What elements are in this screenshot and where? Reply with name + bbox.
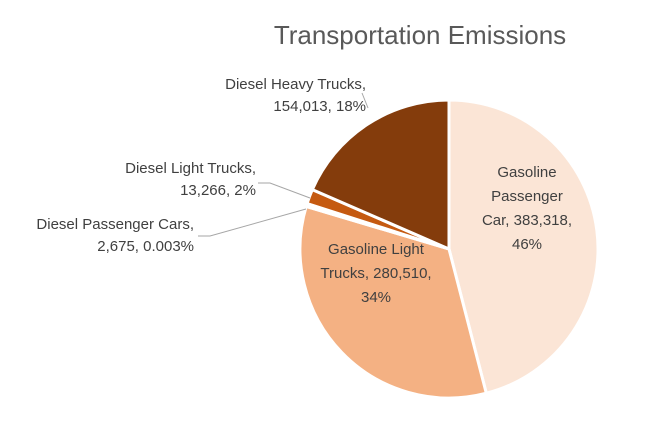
chart-title: Transportation Emissions — [273, 20, 567, 50]
data-label-line: 46% — [512, 236, 542, 253]
leader-line-diesel-light-trucks — [258, 182, 311, 199]
data-label-line: Car, 383,318, — [482, 212, 572, 229]
data-label-gasoline-passenger-car: Gasoline Passenger Car, 383,318, 46% — [482, 164, 572, 253]
data-label-line: 154,013, 18% — [273, 98, 366, 115]
data-labels-layer: Gasoline Passenger Car, 383,318, 46%Gasolin… — [36, 76, 572, 306]
data-label-line: 13,266, 2% — [180, 182, 256, 199]
data-label-line: Trucks, 280,510, — [320, 265, 431, 282]
slices-layer — [298, 98, 600, 400]
data-label-diesel-passenger-cars: Diesel Passenger Cars, 2,675, 0.003% — [36, 216, 194, 255]
pie-slice-gasoline-light-trucks — [298, 204, 488, 400]
data-label-line: 2,675, 0.003% — [97, 238, 194, 255]
data-label-line: Diesel Heavy Trucks, — [225, 76, 366, 93]
data-label-diesel-light-trucks: Diesel Light Trucks, 13,266, 2% — [125, 160, 256, 199]
pie-slice-diesel-heavy-trucks — [310, 98, 451, 251]
data-label-line: Diesel Passenger Cars, — [36, 216, 194, 233]
data-label-line: Gasoline — [497, 164, 556, 181]
leader-line-diesel-passenger-cars — [198, 208, 307, 237]
data-label-diesel-heavy-trucks: Diesel Heavy Trucks, 154,013, 18% — [225, 76, 366, 115]
leader-lines-layer — [198, 92, 369, 237]
data-label-line: Passenger — [491, 188, 563, 205]
data-label-line: Diesel Light Trucks, — [125, 160, 256, 177]
pie-slice-gasoline-passenger-car — [447, 98, 600, 395]
leader-line-diesel-heavy-trucks — [361, 92, 369, 109]
data-label-line: 34% — [361, 289, 391, 306]
data-label-line: Gasoline Light — [328, 241, 425, 258]
data-label-gasoline-light-trucks: Gasoline Light Trucks, 280,510, 34% — [320, 241, 431, 306]
